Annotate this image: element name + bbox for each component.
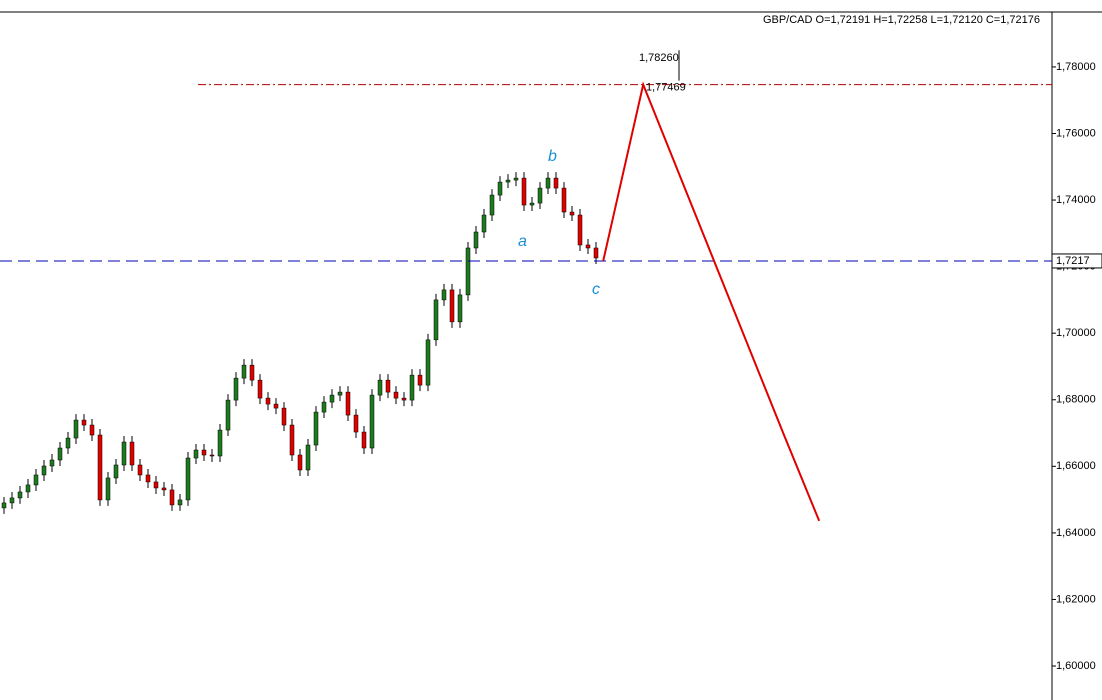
candle-body: [105, 477, 111, 501]
candle-body: [361, 431, 367, 449]
candle-body: [129, 441, 135, 466]
candle-body: [257, 379, 263, 399]
candle-body: [225, 399, 231, 431]
candle-body: [593, 247, 599, 259]
candle-body: [337, 391, 343, 396]
candle-body: [537, 187, 543, 204]
candle-body: [313, 411, 319, 446]
wave-label: c: [592, 281, 600, 298]
y-tick-label: 1,70000: [1056, 327, 1096, 339]
candle-body: [377, 379, 383, 396]
candle-body: [441, 289, 447, 301]
candle-body: [289, 424, 295, 456]
candle-body: [1, 502, 7, 509]
candle-body: [17, 491, 23, 499]
candle-body: [121, 441, 127, 466]
candle-body: [81, 419, 87, 426]
candle-body: [265, 397, 271, 405]
candle-body: [585, 244, 591, 249]
candle-body: [25, 484, 31, 493]
candle-body: [241, 364, 247, 379]
candle-body: [97, 434, 103, 501]
candle-body: [193, 449, 199, 459]
candle-body: [201, 449, 207, 456]
candle-body: [345, 391, 351, 416]
candle-body: [521, 177, 527, 206]
candle-body: [145, 474, 151, 483]
candle-body: [41, 465, 47, 476]
y-tick-label: 1,76000: [1056, 127, 1096, 139]
candle-body: [137, 464, 143, 476]
candle-body: [401, 397, 407, 401]
candle-body: [305, 444, 311, 471]
y-tick-label: 1,74000: [1056, 194, 1096, 206]
candle-body: [505, 179, 511, 183]
candle-body: [321, 401, 327, 413]
candle-body: [561, 187, 567, 213]
candle-body: [89, 424, 95, 436]
candle-body: [113, 464, 119, 479]
candle-body: [153, 481, 159, 489]
y-tick-label: 1,60000: [1056, 660, 1096, 672]
candle-body: [9, 497, 15, 504]
candle-body: [489, 194, 495, 216]
candle-body: [529, 202, 535, 206]
candle-body: [425, 339, 431, 386]
candle-body: [465, 247, 471, 296]
candle-body: [409, 374, 415, 401]
candle-body: [545, 177, 551, 189]
y-tick-label: 1,66000: [1056, 460, 1096, 472]
y-tick-label: 1,78000: [1056, 61, 1096, 73]
candle-body: [217, 429, 223, 457]
candle-body: [161, 487, 167, 491]
candle-body: [481, 214, 487, 233]
projection-line: [602, 81, 821, 522]
price-box-label: 1,7217: [1056, 255, 1090, 267]
y-tick-label: 1,64000: [1056, 527, 1096, 539]
candle-body: [233, 377, 239, 401]
candle-body: [513, 177, 519, 181]
candle-body: [473, 231, 479, 249]
candle-body: [497, 181, 503, 196]
candle-body: [417, 374, 423, 386]
candle-body: [353, 414, 359, 433]
candle-body: [249, 364, 255, 381]
candle-body: [449, 289, 455, 323]
candle-body: [33, 474, 39, 486]
candle-body: [569, 211, 575, 216]
candle-body: [393, 391, 399, 399]
candle-body: [297, 454, 303, 471]
candle-body: [185, 457, 191, 501]
candle-body: [177, 499, 183, 506]
candle-body: [369, 394, 375, 449]
level-label: 1,77469: [646, 81, 686, 93]
candle-body: [57, 447, 63, 461]
candle-body: [433, 299, 439, 341]
chart-title: GBP/CAD O=1,72191 H=1,72258 L=1,72120 C=…: [763, 14, 1040, 26]
price-box: [1051, 253, 1102, 269]
candle-body: [281, 407, 287, 426]
candle-body: [385, 379, 391, 393]
candle-body: [553, 177, 559, 189]
candle-body: [49, 459, 55, 467]
candle-body: [577, 214, 583, 246]
candle-body: [169, 489, 175, 506]
candle-body: [73, 419, 79, 439]
y-tick-label: 1,68000: [1056, 394, 1096, 406]
high-marker-label: 1,78260: [639, 52, 679, 64]
candle-body: [65, 437, 71, 449]
wave-label: b: [548, 148, 557, 165]
candle-body: [273, 403, 279, 409]
wave-label: a: [518, 233, 527, 250]
candle-body: [329, 394, 335, 403]
y-tick-label: 1,62000: [1056, 593, 1096, 605]
candle-body: [457, 294, 463, 323]
candle-body: [209, 454, 215, 457]
